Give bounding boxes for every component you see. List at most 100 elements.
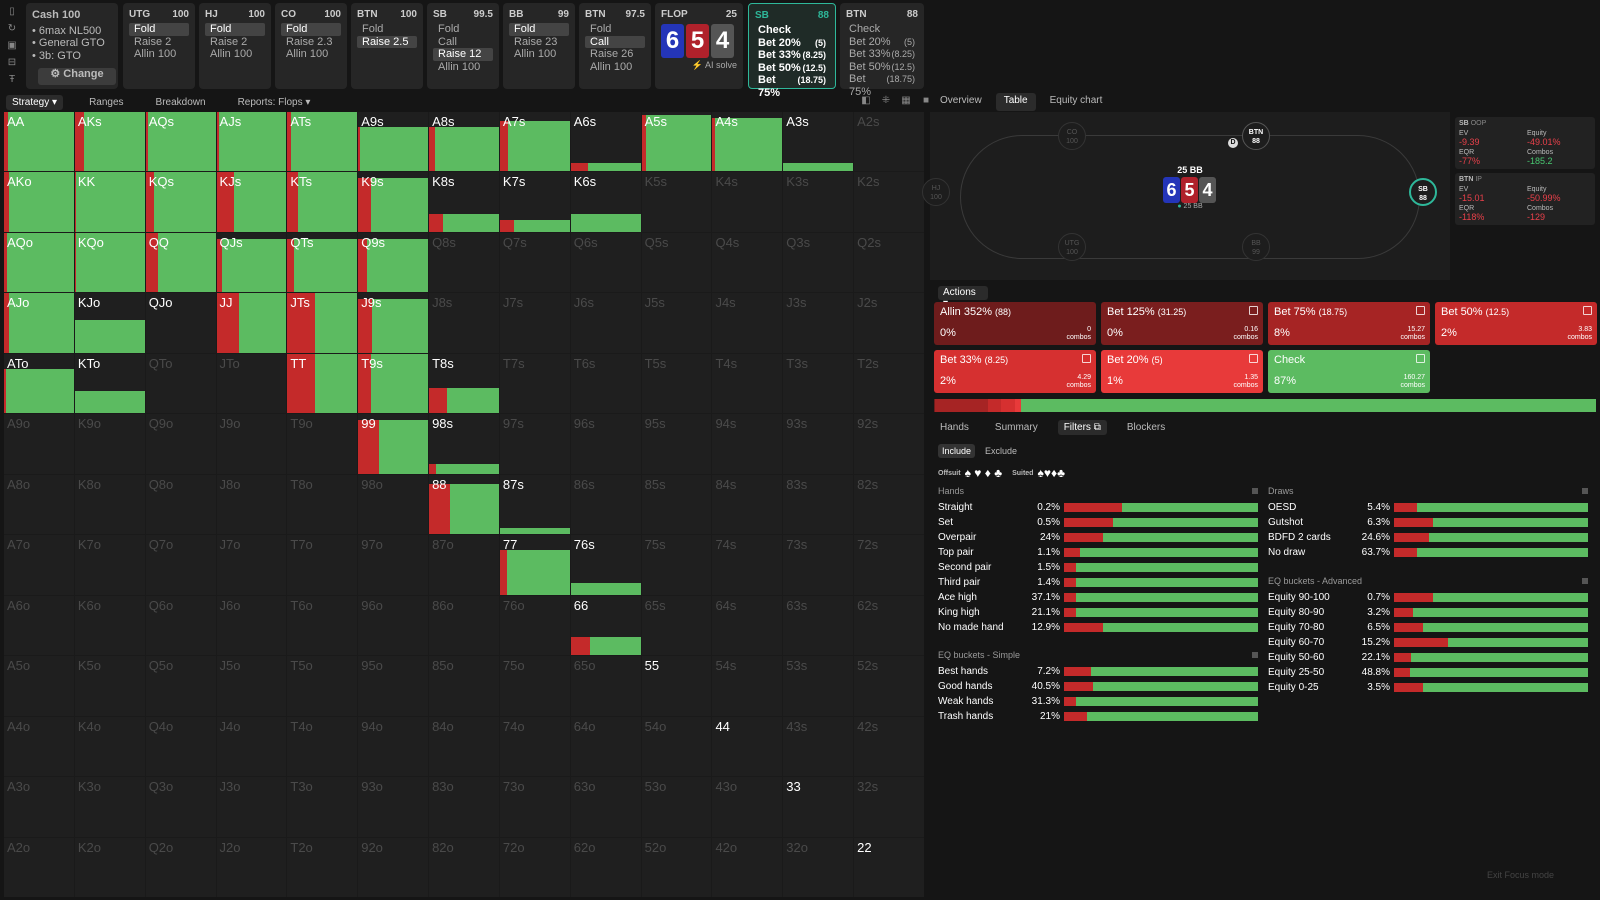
hand-cell[interactable]: JTs (287, 293, 358, 353)
hand-cell[interactable]: T3o (287, 777, 358, 837)
hand-cell[interactable]: A4s (712, 112, 783, 172)
btn-action-option[interactable]: Check (846, 23, 918, 36)
square-icon[interactable]: ■ (922, 95, 930, 106)
hand-cell[interactable]: 42s (854, 716, 924, 777)
hand-cell[interactable]: Q4s (712, 232, 783, 293)
hand-cell[interactable]: Q8o (145, 474, 216, 535)
sb-action-option[interactable]: Bet 20% (5) (755, 37, 829, 50)
filter-row[interactable]: Equity 60-70 15.2% (1268, 635, 1588, 650)
hand-cell[interactable]: J7s (499, 293, 570, 353)
action-option[interactable]: Allin 100 (514, 48, 557, 60)
hand-cell[interactable]: 76o (499, 595, 570, 656)
hand-cell[interactable]: KTo (74, 353, 145, 414)
hand-cell[interactable]: 86o (429, 595, 499, 656)
action-option[interactable]: Fold (281, 23, 341, 36)
filter-include[interactable]: Include (938, 444, 976, 458)
filter-row[interactable]: Trash hands 21% (938, 709, 1258, 724)
hand-cell[interactable]: AQs (145, 112, 216, 172)
hand-cell[interactable]: J7o (216, 535, 287, 595)
hand-cell[interactable]: 62s (854, 595, 924, 656)
hand-cell[interactable]: 44 (712, 716, 783, 777)
change-button[interactable]: ⚙ Change (38, 68, 116, 85)
hand-cell[interactable]: 73o (499, 777, 570, 837)
sb-action-option[interactable]: Bet 50% (12.5) (755, 62, 829, 75)
hand-cell[interactable]: 96o (358, 595, 429, 656)
tab-reports-flops[interactable]: Reports: Flops ▾ (232, 95, 317, 110)
seat-btn[interactable]: BTN 88 (1242, 122, 1270, 150)
section-toggle-icon[interactable] (1252, 652, 1258, 658)
tab-blockers[interactable]: Blockers (1121, 420, 1171, 435)
hand-cell[interactable]: JJ (216, 293, 287, 353)
hand-cell[interactable]: QTo (145, 353, 216, 414)
hand-cell[interactable]: AKo (4, 172, 74, 232)
hand-cell[interactable]: 72s (854, 535, 924, 595)
hand-cell[interactable]: 52s (854, 656, 924, 716)
filter-row[interactable]: Top pair 1.1% (938, 545, 1258, 560)
hand-cell[interactable]: A6o (4, 595, 74, 656)
hand-cell[interactable]: 75o (499, 656, 570, 716)
hand-cell[interactable]: Q4o (145, 716, 216, 777)
hand-cell[interactable]: Q3s (783, 232, 854, 293)
hand-cell[interactable]: Q9s (358, 232, 429, 293)
filter-row[interactable]: Gutshot 6.3% (1268, 515, 1588, 530)
hand-cell[interactable]: 83o (429, 777, 499, 837)
hand-cell[interactable]: 55 (641, 656, 712, 716)
tab-strategy[interactable]: Strategy ▾ (6, 94, 64, 110)
hand-cell[interactable]: K2s (854, 172, 924, 232)
hand-cell[interactable]: K8s (429, 172, 499, 232)
hand-cell[interactable]: AQo (4, 232, 74, 293)
seat-sb[interactable]: SB 88 (1409, 178, 1437, 206)
details-icon[interactable] (1416, 354, 1425, 363)
action-option[interactable]: Fold (362, 23, 384, 35)
hand-cell[interactable]: Q5o (145, 656, 216, 716)
hand-cell[interactable]: K9o (74, 414, 145, 474)
action-option[interactable]: Call (585, 35, 645, 48)
filter-row[interactable]: Equity 90-100 0.7% (1268, 590, 1588, 605)
filter-row[interactable]: Third pair 1.4% (938, 575, 1258, 590)
tab-breakdown[interactable]: Breakdown (150, 95, 212, 110)
seat-co[interactable]: CO 100 (1058, 122, 1086, 150)
hand-cell[interactable]: KTs (287, 172, 358, 232)
hand-cell[interactable]: 63s (783, 595, 854, 656)
hand-cell[interactable]: 74o (499, 716, 570, 777)
hand-cell[interactable]: T4s (712, 353, 783, 414)
hand-cell[interactable]: 93s (783, 414, 854, 474)
filter-row[interactable]: BDFD 2 cards 24.6% (1268, 530, 1588, 545)
hand-cell[interactable]: Q3o (145, 777, 216, 837)
hand-cell[interactable]: J6s (570, 293, 641, 353)
section-toggle-icon[interactable] (1582, 578, 1588, 584)
details-icon[interactable] (1249, 306, 1258, 315)
tab-hands[interactable]: Hands (934, 420, 975, 435)
action-option[interactable]: Call (438, 35, 457, 48)
hand-cell[interactable]: 43s (783, 716, 854, 777)
tab-ranges[interactable]: Ranges (83, 95, 129, 110)
hand-cell[interactable]: A7s (499, 112, 570, 172)
hand-cell[interactable]: 32s (854, 777, 924, 837)
hand-cell[interactable]: J8o (216, 474, 287, 535)
hand-cell[interactable]: T5s (641, 353, 712, 414)
hand-cell[interactable]: J4o (216, 716, 287, 777)
action-option[interactable]: Fold (509, 23, 569, 36)
filter-row[interactable]: Set 0.5% (938, 515, 1258, 530)
sb-decision-panel[interactable]: SB 88 Check Bet 20% (5) Bet 33% (8.25) Bet 50%(… (748, 3, 836, 99)
hand-cell[interactable]: J5o (216, 656, 287, 716)
hand-cell[interactable]: K6o (74, 595, 145, 656)
hand-cell[interactable]: J3o (216, 777, 287, 837)
position-panel-co[interactable]: CO 100 Fold Raise 2.3 Allin 100 (275, 3, 347, 89)
action-box-bet-75-[interactable]: Bet 75% (18.75) 8% 15.27 combos (1268, 302, 1430, 345)
action-option[interactable]: Fold (129, 23, 189, 36)
action-box-bet-20-[interactable]: Bet 20% (5) 1% 1.35 combos (1101, 350, 1263, 393)
action-box-allin-352-[interactable]: Allin 352% (88) 0% 0 combos (934, 302, 1096, 345)
hand-cell[interactable]: A3o (4, 777, 74, 837)
tab-filters[interactable]: Filters ⧉ (1057, 420, 1107, 435)
hand-cell[interactable]: 98s (429, 414, 499, 474)
action-box-bet-33-[interactable]: Bet 33% (8.25) 2% 4.29 combos (934, 350, 1096, 393)
position-panel-btn[interactable]: BTN 100 Fold Raise 2.5 (351, 3, 423, 89)
bookmark-icon[interactable]: ▯ (9, 6, 15, 17)
hand-cell[interactable]: K7o (74, 535, 145, 595)
hand-cell[interactable]: A5o (4, 656, 74, 716)
hand-cell[interactable]: 95o (358, 656, 429, 716)
hand-cell[interactable]: A2s (854, 112, 924, 172)
hand-cell[interactable]: Q5s (641, 232, 712, 293)
hand-cell[interactable]: 53s (783, 656, 854, 716)
